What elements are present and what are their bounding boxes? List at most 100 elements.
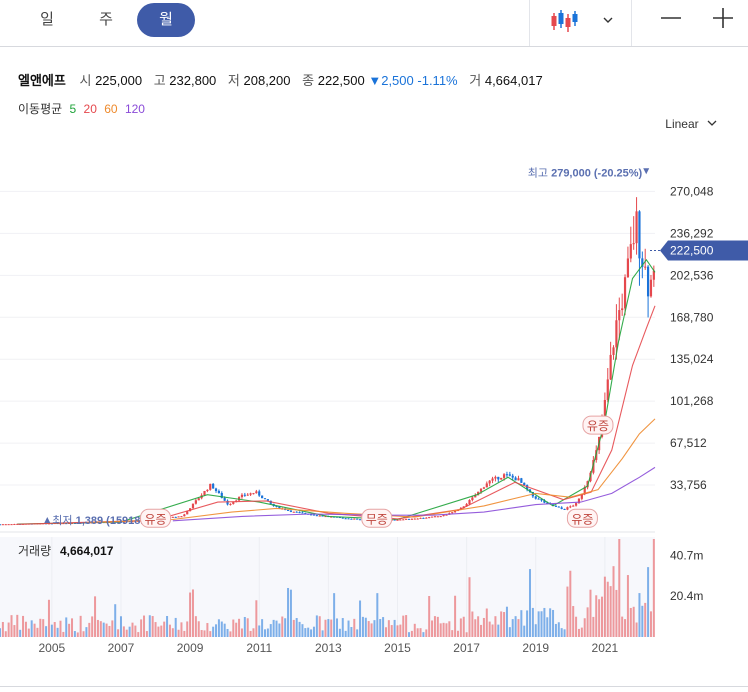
candle[interactable]	[229, 503, 232, 505]
candle[interactable]	[488, 480, 491, 484]
candle[interactable]	[347, 518, 350, 520]
candle[interactable]	[402, 519, 405, 521]
candle[interactable]	[551, 504, 555, 506]
candle[interactable]	[514, 477, 517, 481]
candle[interactable]	[632, 243, 635, 245]
candle[interactable]	[298, 512, 301, 514]
candle[interactable]	[603, 399, 606, 421]
minus-icon[interactable]	[657, 6, 685, 38]
candle[interactable]	[226, 500, 229, 505]
candle[interactable]	[479, 488, 483, 492]
candle[interactable]	[439, 516, 442, 518]
candle[interactable]	[232, 501, 235, 504]
candle[interactable]	[641, 258, 644, 267]
candle[interactable]	[465, 504, 468, 507]
candle[interactable]	[442, 514, 445, 517]
candle[interactable]	[356, 518, 359, 520]
candle[interactable]	[191, 503, 195, 509]
candle[interactable]	[13, 524, 16, 526]
candle[interactable]	[180, 516, 183, 518]
candle[interactable]	[301, 512, 304, 514]
candle[interactable]	[186, 511, 189, 515]
ma-5-label[interactable]: 5	[69, 102, 77, 116]
candle[interactable]	[451, 512, 454, 514]
candle[interactable]	[497, 476, 500, 480]
ma-20-label[interactable]: 20	[83, 102, 97, 116]
candle[interactable]	[416, 518, 419, 520]
candle[interactable]	[621, 308, 624, 311]
candle[interactable]	[520, 478, 523, 483]
candle[interactable]	[554, 505, 558, 507]
candle[interactable]	[609, 354, 612, 380]
candle[interactable]	[209, 483, 212, 490]
candle[interactable]	[540, 498, 543, 501]
event-badge[interactable]	[582, 415, 614, 435]
candle[interactable]	[266, 499, 269, 501]
candle[interactable]	[557, 506, 560, 508]
candle[interactable]	[252, 493, 255, 495]
candle[interactable]	[246, 494, 249, 496]
candle[interactable]	[275, 506, 278, 508]
candle[interactable]	[330, 516, 333, 518]
candle[interactable]	[623, 277, 627, 309]
candle[interactable]	[134, 521, 137, 523]
candle[interactable]	[485, 483, 488, 488]
candle[interactable]	[217, 490, 221, 493]
candle[interactable]	[286, 509, 290, 511]
candle[interactable]	[543, 500, 546, 503]
candle[interactable]	[405, 518, 408, 520]
candle[interactable]	[65, 523, 68, 525]
candle[interactable]	[1, 524, 4, 526]
candle[interactable]	[350, 518, 353, 520]
tab-monthly[interactable]: 월	[137, 3, 195, 37]
candle[interactable]	[546, 502, 549, 504]
event-badge[interactable]	[140, 508, 172, 528]
candle[interactable]	[240, 494, 244, 498]
candle[interactable]	[315, 515, 318, 517]
candle[interactable]	[577, 498, 581, 504]
candle[interactable]	[413, 518, 416, 520]
candle[interactable]	[137, 520, 140, 522]
candle[interactable]	[652, 270, 655, 280]
candle[interactable]	[59, 523, 62, 525]
candle[interactable]	[471, 497, 474, 501]
candle[interactable]	[566, 507, 569, 510]
candle[interactable]	[572, 505, 575, 507]
candle[interactable]	[574, 503, 578, 506]
candle[interactable]	[523, 482, 526, 486]
candle[interactable]	[612, 347, 615, 355]
candle[interactable]	[261, 495, 264, 499]
candle[interactable]	[569, 506, 572, 508]
candle[interactable]	[125, 521, 128, 523]
candle[interactable]	[491, 478, 494, 481]
candle[interactable]	[324, 516, 327, 518]
candle[interactable]	[341, 517, 344, 519]
candle[interactable]	[407, 518, 411, 520]
candle[interactable]	[4, 524, 7, 526]
candle[interactable]	[243, 494, 246, 496]
event-badge[interactable]	[361, 508, 393, 528]
candle[interactable]	[502, 474, 506, 478]
candle[interactable]	[494, 476, 497, 479]
ma-60-label[interactable]: 60	[104, 102, 118, 116]
event-badge[interactable]	[566, 508, 598, 528]
candle[interactable]	[214, 488, 218, 491]
candle[interactable]	[436, 516, 439, 518]
candle[interactable]	[482, 487, 486, 489]
candle[interactable]	[393, 519, 396, 521]
candle[interactable]	[203, 490, 206, 496]
tab-daily[interactable]: 일	[40, 11, 54, 28]
candle[interactable]	[212, 483, 215, 489]
scale-selector[interactable]: Linear	[665, 117, 718, 131]
candle[interactable]	[295, 511, 298, 513]
candle[interactable]	[433, 516, 437, 518]
candle[interactable]	[223, 497, 226, 501]
candle[interactable]	[197, 498, 200, 501]
candle[interactable]	[500, 477, 503, 480]
candle[interactable]	[629, 244, 632, 259]
candle[interactable]	[292, 511, 295, 513]
ma-120-label[interactable]: 120	[124, 102, 145, 116]
candle[interactable]	[428, 517, 431, 519]
candle[interactable]	[560, 507, 563, 509]
